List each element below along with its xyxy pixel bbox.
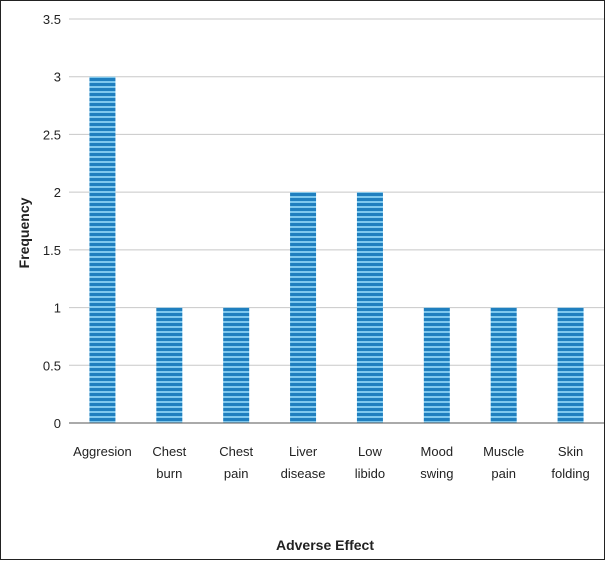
y-tick-label: 2 — [54, 185, 61, 200]
y-tick-label: 1.5 — [43, 243, 61, 258]
x-tick-label-line: Chest — [152, 444, 186, 459]
bar — [557, 307, 584, 423]
x-tick-label: Liver disease — [281, 444, 326, 481]
x-tick-label: Chest pain — [219, 444, 253, 481]
x-tick-label-line: Mood — [421, 444, 454, 459]
y-tick-label: 0.5 — [43, 358, 61, 373]
x-tick-label-line: folding — [551, 466, 589, 481]
x-tick-label-line: burn — [156, 466, 182, 481]
y-tick-label: 3.5 — [43, 12, 61, 27]
bar — [423, 307, 450, 423]
x-tick-label-line: disease — [281, 466, 326, 481]
bar — [223, 307, 250, 423]
y-tick-labels: 0 0.5 1 1.5 2 2.5 3 3.5 — [43, 12, 61, 431]
gridlines — [69, 18, 604, 366]
bar — [356, 192, 383, 423]
x-tick-label-line: libido — [355, 466, 385, 481]
x-tick-label-line: Chest — [219, 444, 253, 459]
x-tick-label: Chest burn — [152, 444, 186, 481]
x-tick-label: Muscle pain — [483, 444, 524, 481]
y-tick-label: 3 — [54, 70, 61, 85]
bar — [490, 307, 517, 423]
bar — [156, 307, 183, 423]
x-tick-label-line: Skin — [558, 444, 583, 459]
y-tick-label: 0 — [54, 416, 61, 431]
x-tick-label-line: Muscle — [483, 444, 524, 459]
x-tick-label-line: pain — [491, 466, 516, 481]
x-tick-label-line: Liver — [289, 444, 318, 459]
y-tick-label: 1 — [54, 301, 61, 316]
x-tick-label-line: Aggresion — [73, 444, 132, 459]
x-tick-label: Mood swing — [420, 444, 453, 481]
bars — [89, 76, 584, 423]
x-tick-label-line: Low — [358, 444, 382, 459]
y-axis-label: Frequency — [16, 197, 32, 268]
x-tick-label: Skin folding — [551, 444, 589, 481]
x-tick-label-line: pain — [224, 466, 249, 481]
x-tick-label-line: swing — [420, 466, 453, 481]
y-tick-label: 2.5 — [43, 127, 61, 142]
x-tick-label: Aggresion — [73, 444, 132, 459]
bar — [89, 76, 116, 423]
bar — [290, 192, 317, 423]
x-axis-label: Adverse Effect — [276, 537, 374, 553]
x-tick-label: Low libido — [355, 444, 385, 481]
